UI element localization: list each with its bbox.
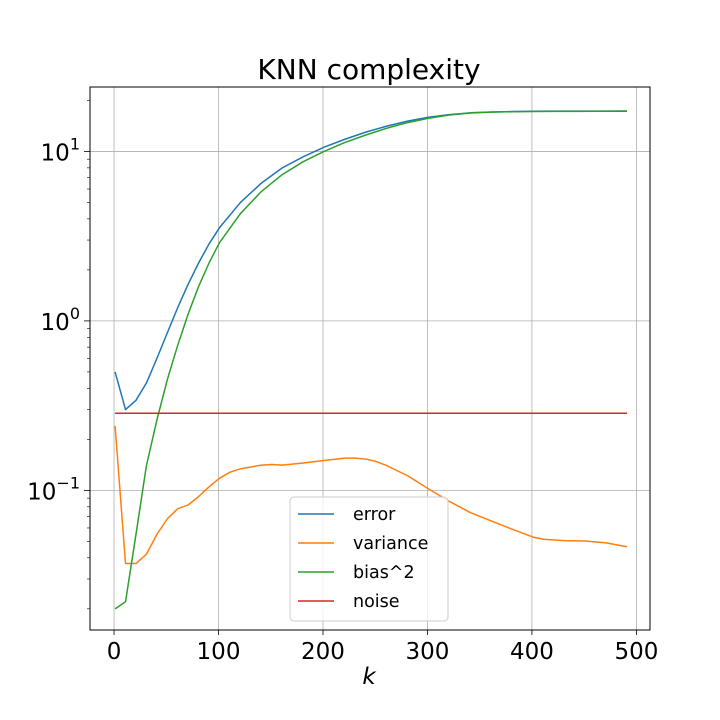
y-tick-label: 101 — [41, 134, 80, 166]
y-tick-label-exponent: 1 — [70, 134, 80, 153]
plot-series — [114, 110, 628, 610]
x-axis-label: k — [362, 664, 377, 690]
legend-label: error — [353, 505, 396, 525]
y-tick-label-base: 10 — [41, 310, 70, 336]
y-tick-label-exponent: 0 — [70, 304, 80, 323]
series-line-bias-2 — [114, 110, 628, 610]
y-tick-label-exponent: −1 — [56, 473, 80, 492]
legend-label: bias^2 — [353, 563, 415, 583]
x-tick-label: 100 — [197, 639, 241, 665]
legend-label: variance — [353, 534, 428, 554]
x-tick-label: 500 — [614, 639, 658, 665]
legend-label: noise — [353, 592, 400, 612]
series-line-variance — [114, 425, 628, 565]
y-tick-label: 10−1 — [27, 473, 80, 505]
x-tick-label: 0 — [107, 639, 122, 665]
grid — [90, 87, 650, 630]
y-tick-label-base: 10 — [41, 140, 70, 166]
x-tick-label: 300 — [406, 639, 450, 665]
legend-box — [289, 496, 449, 622]
legend: error variance bias^2 noise — [289, 496, 449, 622]
chart-title: KNN complexity — [257, 53, 480, 86]
y-tick-label-base: 10 — [27, 479, 56, 505]
x-axis: 0 100 200 300 400 500 — [107, 630, 658, 665]
x-tick-label: 200 — [301, 639, 345, 665]
y-tick-label: 100 — [41, 304, 80, 336]
x-tick-label: 400 — [510, 639, 554, 665]
